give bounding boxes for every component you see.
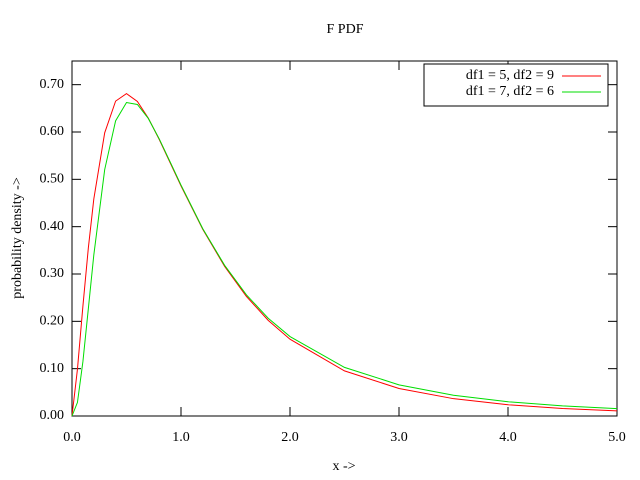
y-tick-label: 0.70 (40, 77, 65, 92)
y-tick-label: 0.50 (40, 172, 65, 187)
x-tick-label: 3.0 (390, 430, 408, 445)
chart-title: F PDF (327, 22, 364, 37)
y-tick-label: 0.40 (40, 219, 65, 234)
y-tick-label: 0.20 (40, 314, 65, 329)
series-line (71, 101, 618, 417)
y-axis-label: probability density -> (10, 177, 25, 299)
x-axis-label: x -> (332, 459, 355, 474)
x-tick-label: 2.0 (281, 430, 299, 445)
y-tick-label: 0.10 (40, 361, 65, 376)
x-tick-label: 4.0 (499, 430, 517, 445)
plot-frame (71, 60, 618, 417)
x-tick-label: 5.0 (608, 430, 626, 445)
y-tick-label: 0.30 (40, 266, 65, 281)
y-tick-label: 0.00 (40, 408, 65, 423)
x-tick-label: 1.0 (172, 430, 190, 445)
legend-label: df1 = 5, df2 = 9 (466, 68, 554, 83)
x-tick-label: 0.0 (63, 430, 81, 445)
legend-label: df1 = 7, df2 = 6 (466, 84, 554, 99)
legend-box (423, 63, 609, 107)
y-tick-label: 0.60 (40, 124, 65, 139)
